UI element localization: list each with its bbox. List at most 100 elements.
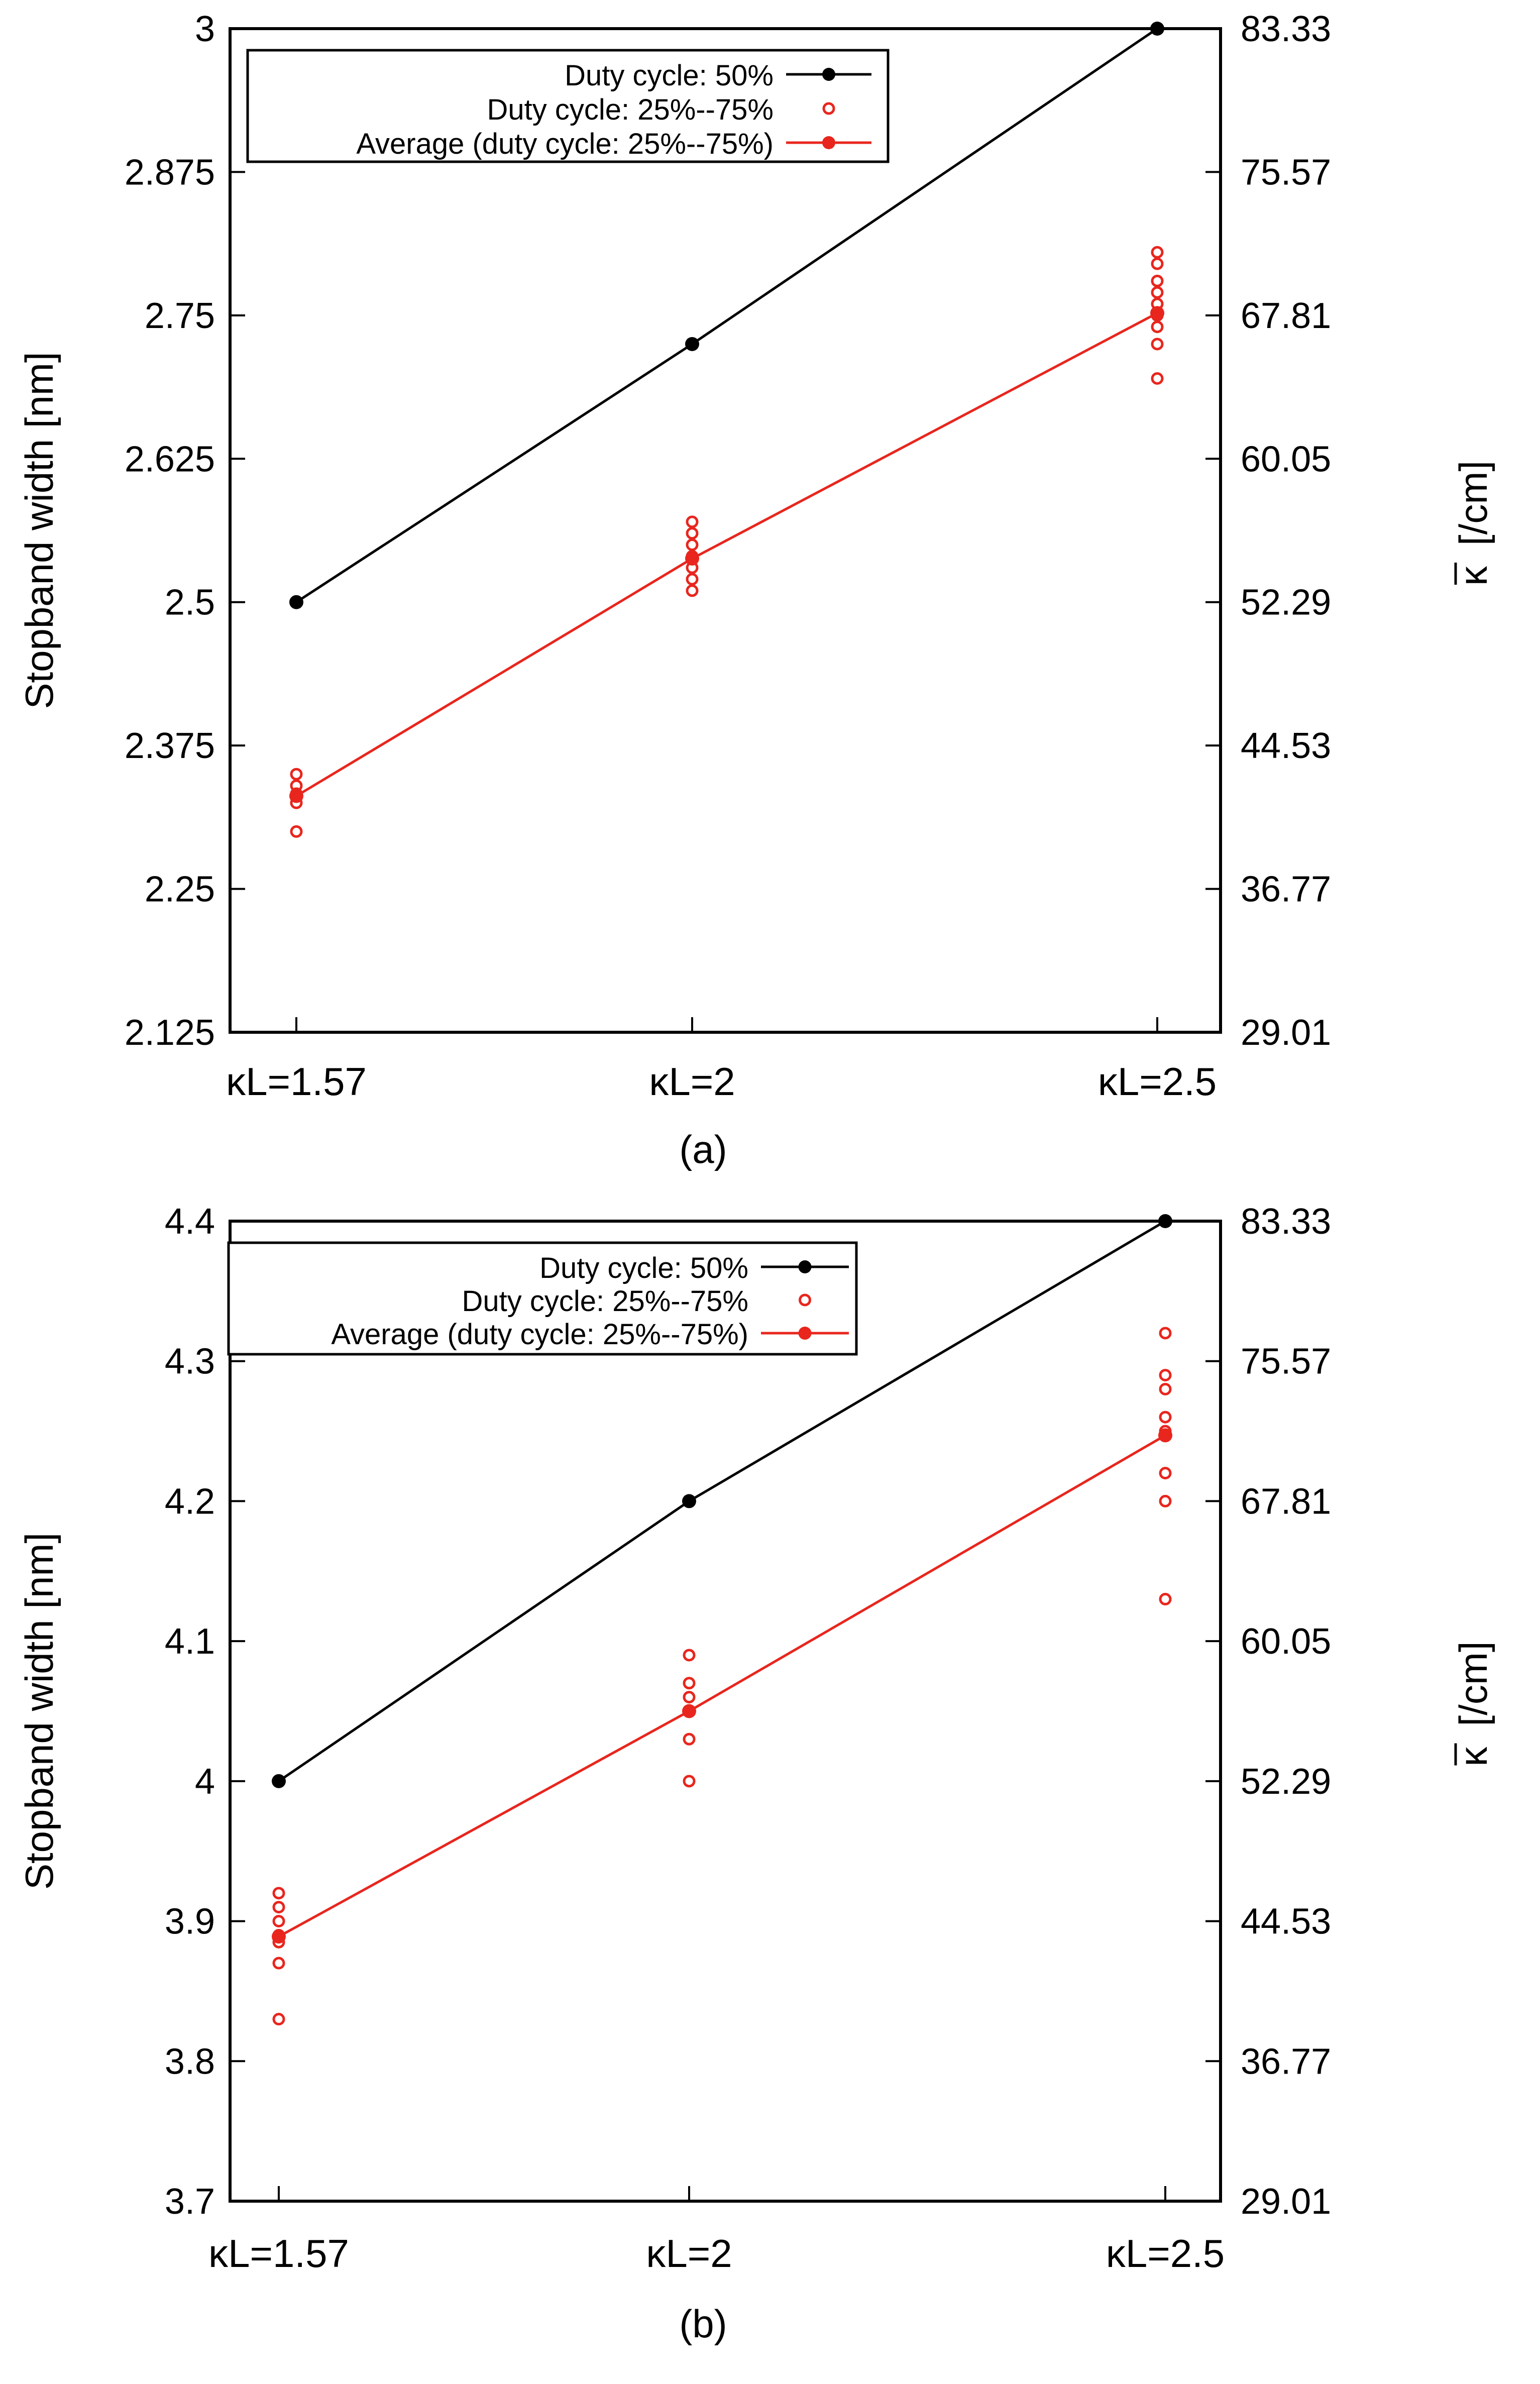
y-tick-label: 2.5 bbox=[165, 583, 215, 623]
series-line-segment bbox=[295, 343, 693, 603]
series-line-segment bbox=[688, 1220, 1166, 1502]
y2-tick-label: 75.57 bbox=[1241, 1342, 1331, 1382]
y-tick-label: 2.125 bbox=[125, 1013, 215, 1053]
series-line-segment bbox=[295, 557, 693, 797]
y2-axis-unit: [/cm] bbox=[1451, 1642, 1495, 1726]
y2-axis-label: κ [/cm] bbox=[1451, 461, 1495, 586]
scatter-point bbox=[1151, 372, 1164, 385]
figure-caption: (a) bbox=[679, 1127, 727, 1171]
scatter-point bbox=[683, 1691, 696, 1704]
legend-label: Duty cycle: 50% bbox=[539, 1252, 748, 1284]
scatter-point bbox=[272, 1915, 285, 1928]
y2-axis-symbol: κ bbox=[1451, 1747, 1495, 1767]
y-tick-label: 4.1 bbox=[165, 1621, 215, 1662]
chart-b: 3.7 29.01 3.8 36.77 3.9 44.53 4 52.29 4.1 60.05 4.… bbox=[17, 1202, 1495, 2346]
x-tick-label: κL=2 bbox=[646, 2231, 732, 2275]
scatter-point bbox=[1159, 1382, 1172, 1395]
scatter-point bbox=[683, 1677, 696, 1690]
scatter-point bbox=[1159, 1593, 1172, 1606]
data-point bbox=[1158, 1428, 1172, 1443]
y2-axis-label: κ [/cm] bbox=[1451, 1642, 1495, 1767]
scatter-point bbox=[686, 573, 699, 586]
y2-tick-label: 29.01 bbox=[1241, 2182, 1331, 2222]
scatter-point bbox=[1151, 274, 1164, 287]
scatter-point bbox=[1159, 1494, 1172, 1507]
series-line-segment bbox=[691, 27, 1158, 346]
y-tick-label: 3.9 bbox=[165, 1902, 215, 1942]
series-line-segment bbox=[278, 1500, 690, 1782]
scatter-point bbox=[683, 1732, 696, 1746]
x-tick-label: κL=2.5 bbox=[1106, 2231, 1225, 2275]
y2-tick-label: 83.33 bbox=[1241, 1202, 1331, 1242]
scatter-point bbox=[290, 825, 303, 838]
scatter-point bbox=[1151, 338, 1164, 351]
y2-tick-label: 67.81 bbox=[1241, 296, 1331, 336]
legend-swatch-point bbox=[822, 68, 835, 81]
scatter-point bbox=[683, 1649, 696, 1662]
scatter-point bbox=[1159, 1467, 1172, 1480]
x-tick-label: κL=2.5 bbox=[1098, 1059, 1217, 1104]
data-point bbox=[1150, 306, 1164, 320]
scatter-point bbox=[686, 515, 699, 528]
x-tick-label: κL=2 bbox=[649, 1059, 735, 1104]
data-point bbox=[685, 337, 699, 351]
scatter-point bbox=[1159, 1327, 1172, 1340]
y2-axis-symbol: κ bbox=[1451, 566, 1495, 586]
y2-tick-label: 29.01 bbox=[1241, 1013, 1331, 1053]
legend-swatch-marker bbox=[822, 102, 835, 115]
data-point bbox=[272, 1929, 286, 1944]
legend-label: Average (duty cycle: 25%--75%) bbox=[331, 1318, 748, 1351]
scatter-point bbox=[1159, 1369, 1172, 1382]
scatter-point bbox=[1151, 286, 1164, 299]
figure-caption: (b) bbox=[679, 2302, 727, 2346]
legend-label: Duty cycle: 50% bbox=[565, 59, 774, 92]
y2-tick-label: 60.05 bbox=[1241, 439, 1331, 479]
scatter-point bbox=[686, 527, 699, 540]
scatter-point bbox=[272, 1887, 285, 1900]
y2-tick-label: 44.53 bbox=[1241, 1902, 1331, 1942]
y-tick-label: 4 bbox=[195, 1762, 215, 1802]
data-point bbox=[289, 595, 303, 609]
y-tick-label: 4.3 bbox=[165, 1342, 215, 1382]
y-axis-label: Stopband width [nm] bbox=[17, 1533, 61, 1890]
data-point bbox=[682, 1494, 696, 1508]
legend-swatch-point bbox=[822, 136, 835, 149]
y2-tick-label: 44.53 bbox=[1241, 726, 1331, 766]
chart-a: 2.125 29.01 2.25 36.77 2.375 44.53 2.5 52.29 2.6… bbox=[17, 9, 1495, 1171]
data-point bbox=[682, 1704, 696, 1718]
y2-tick-label: 36.77 bbox=[1241, 2041, 1331, 2082]
data-point bbox=[1150, 22, 1164, 36]
series-line-segment bbox=[278, 1710, 690, 1938]
scatter-point bbox=[1151, 246, 1164, 259]
y2-tick-label: 60.05 bbox=[1241, 1621, 1331, 1662]
scatter-point bbox=[686, 538, 699, 552]
series-line-segment bbox=[691, 312, 1158, 560]
y-tick-label: 2.375 bbox=[125, 726, 215, 766]
scatter-point bbox=[290, 768, 303, 781]
legend-swatch-marker bbox=[799, 1293, 811, 1307]
scatter-point bbox=[1151, 257, 1164, 270]
y-tick-label: 4.4 bbox=[165, 1202, 215, 1242]
y-tick-label: 3.8 bbox=[165, 2041, 215, 2082]
series-line-segment bbox=[688, 1434, 1166, 1712]
scatter-point bbox=[1151, 320, 1164, 334]
y2-tick-label: 83.33 bbox=[1241, 9, 1331, 49]
data-point bbox=[272, 1774, 286, 1788]
y2-tick-label: 52.29 bbox=[1241, 1762, 1331, 1802]
legend-box bbox=[227, 1241, 858, 1356]
legend-label: Average (duty cycle: 25%--75%) bbox=[356, 128, 774, 160]
y-tick-label: 2.875 bbox=[125, 152, 215, 192]
legend-box bbox=[246, 49, 890, 163]
y2-axis-unit: [/cm] bbox=[1451, 461, 1495, 546]
scatter-point bbox=[272, 1901, 285, 1914]
y-tick-label: 3.7 bbox=[165, 2182, 215, 2222]
data-point bbox=[685, 551, 699, 566]
scatter-point bbox=[683, 1775, 696, 1788]
y-tick-label: 3 bbox=[195, 9, 215, 49]
legend-swatch-point bbox=[798, 1260, 812, 1273]
y-tick-label: 4.2 bbox=[165, 1481, 215, 1522]
legend-swatch-point bbox=[798, 1327, 812, 1340]
plot-frame bbox=[229, 27, 1222, 1034]
scatter-point bbox=[272, 1957, 285, 1970]
scatter-point bbox=[686, 584, 699, 597]
